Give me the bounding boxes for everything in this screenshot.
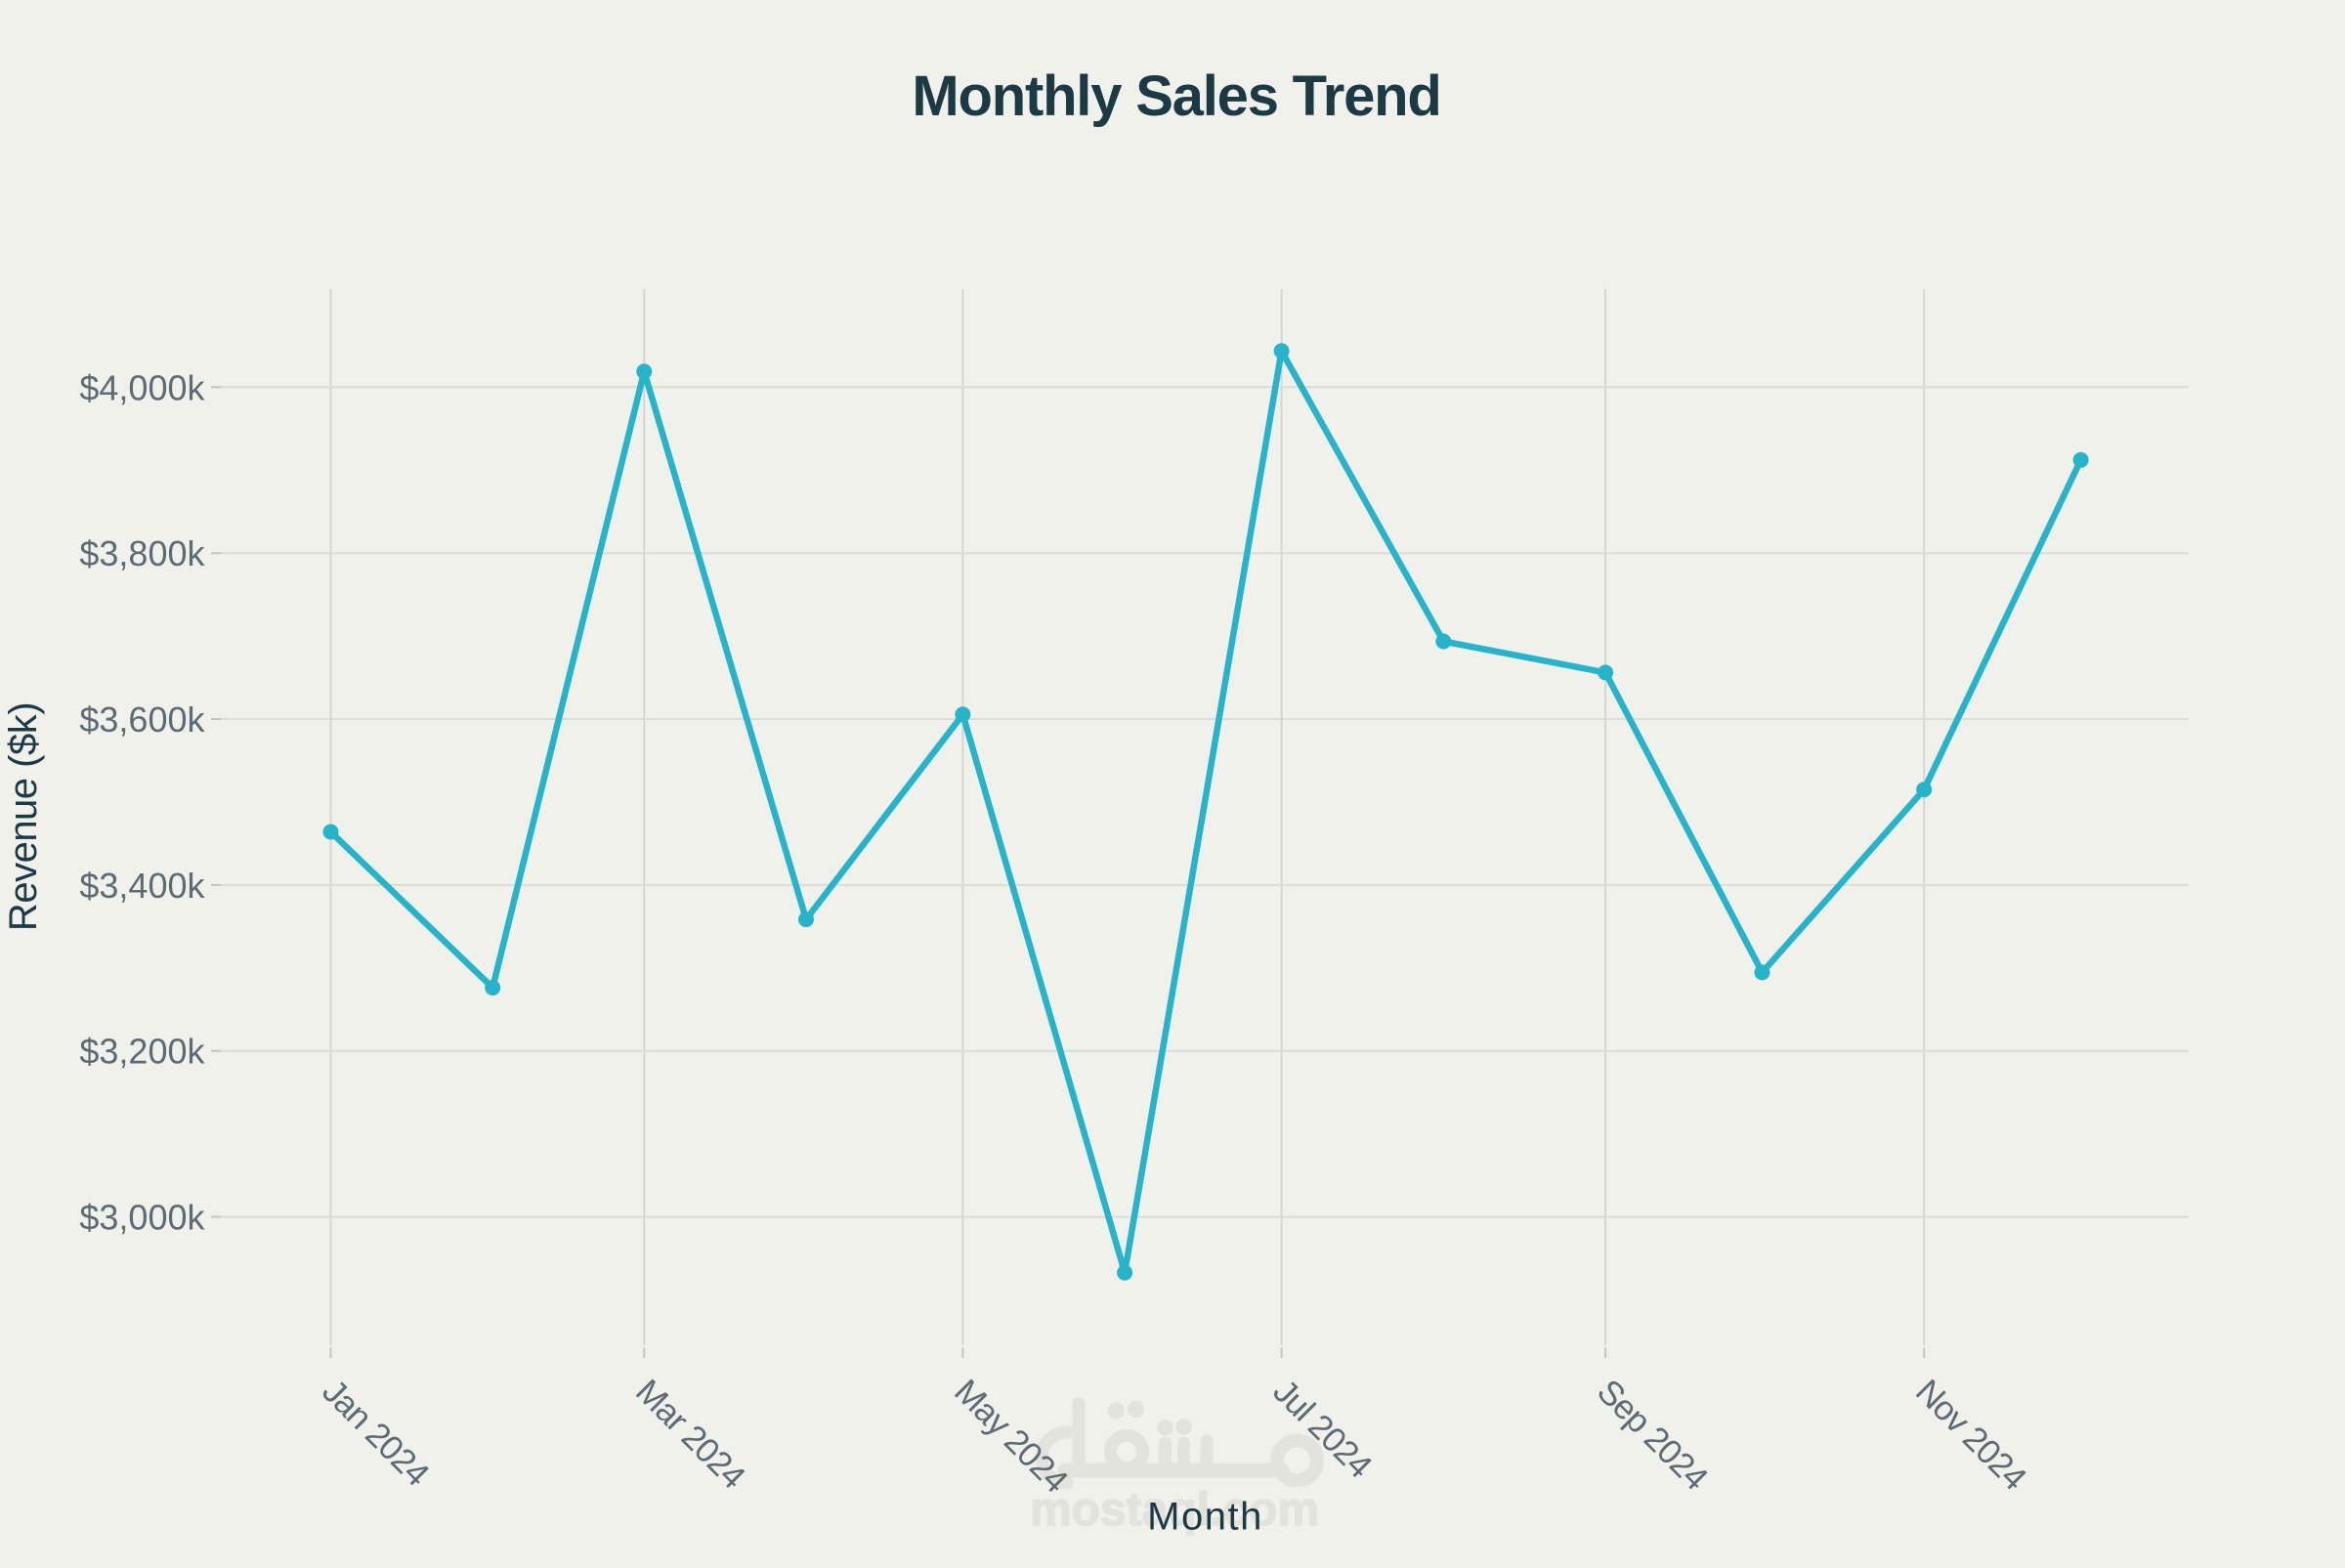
svg-text:mostaql.com: mostaql.com [1030, 1484, 1319, 1536]
svg-text:$4,000k: $4,000k [79, 367, 205, 407]
svg-text:$3,800k: $3,800k [79, 533, 205, 573]
svg-text:Revenue ($k): Revenue ($k) [2, 702, 45, 931]
svg-text:$3,600k: $3,600k [79, 699, 205, 740]
svg-text:$3,000k: $3,000k [79, 1198, 205, 1238]
svg-text:$3,200k: $3,200k [79, 1032, 205, 1072]
svg-text:$3,400k: $3,400k [79, 866, 205, 906]
svg-text:Month: Month [1147, 1495, 1263, 1538]
svg-text:Monthly Sales Trend: Monthly Sales Trend [912, 64, 1440, 128]
